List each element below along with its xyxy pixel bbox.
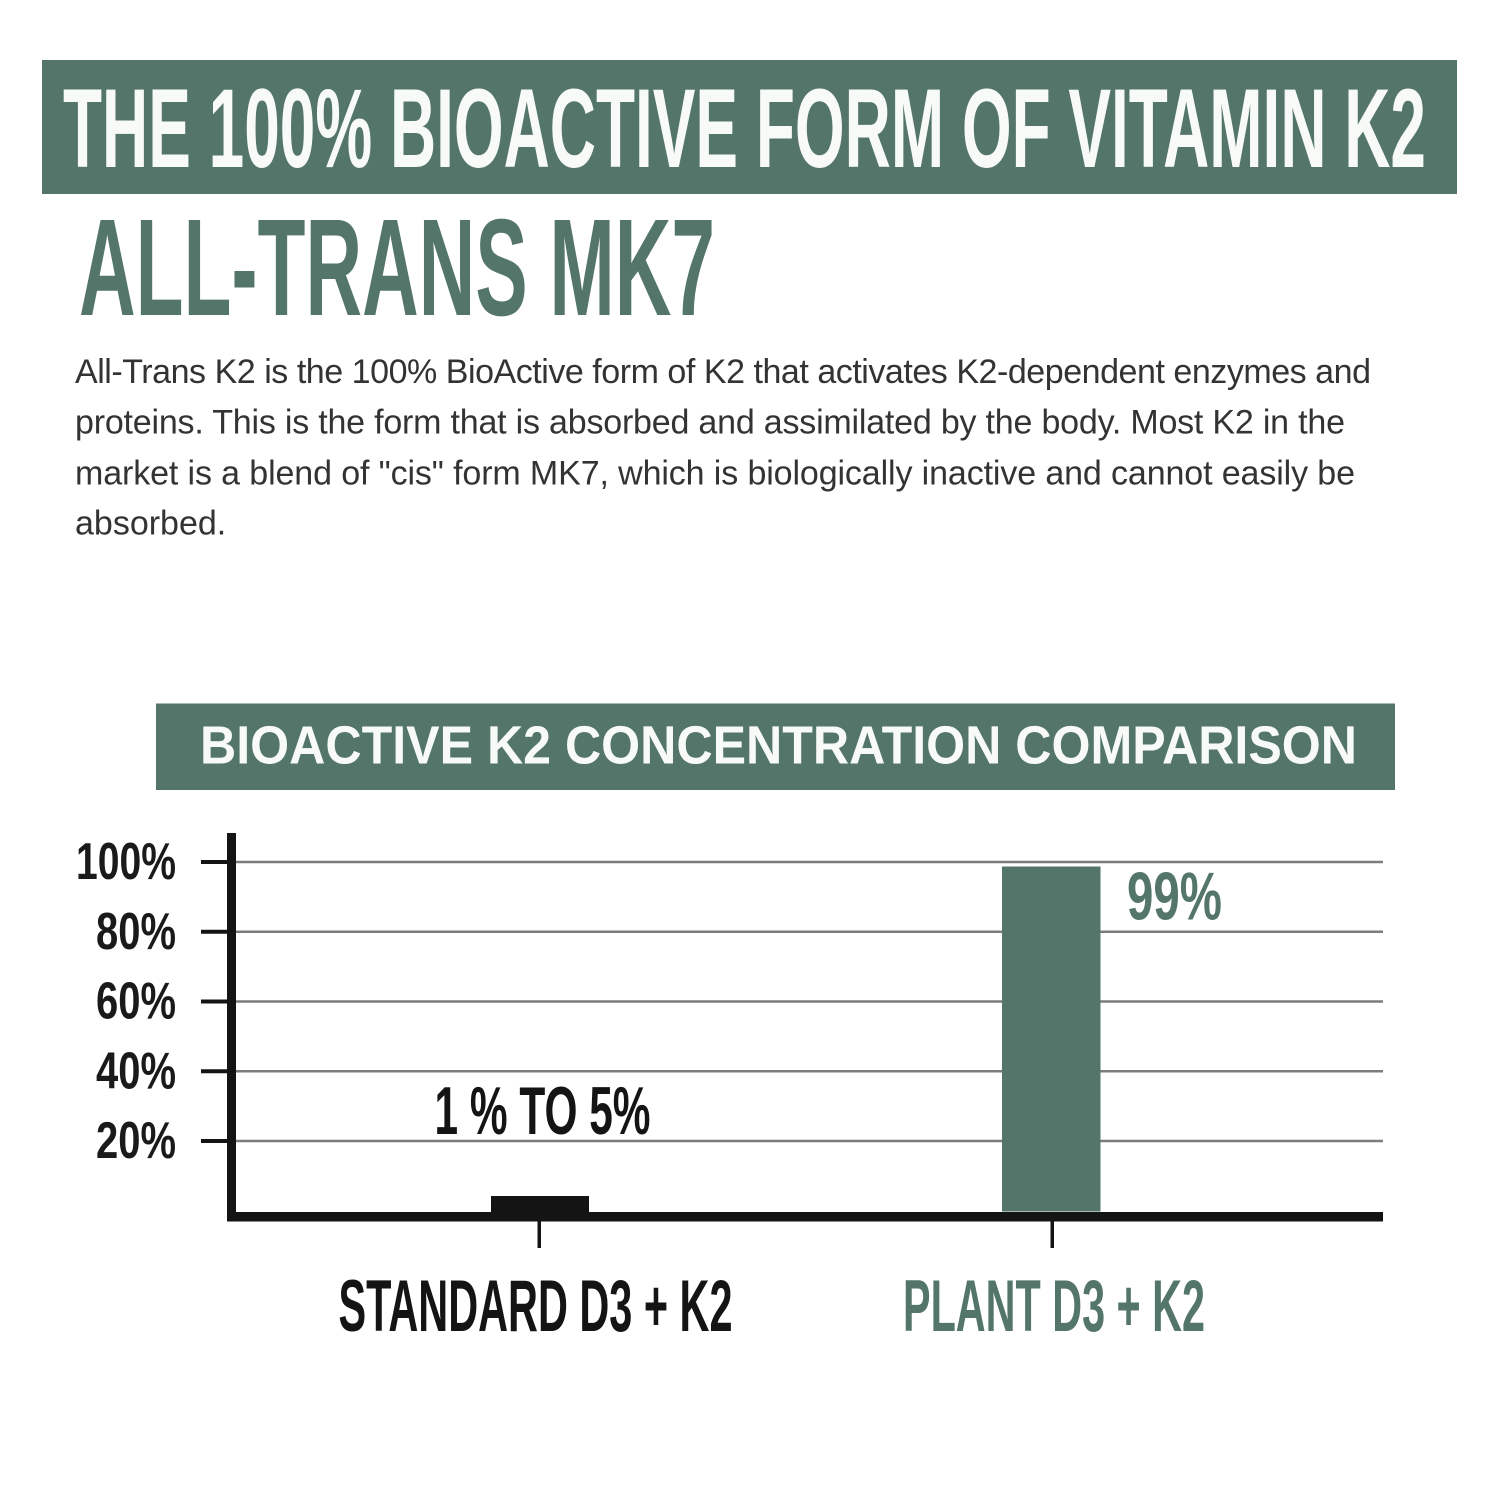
svg-text:60%: 60% [96, 973, 176, 1031]
svg-text:80%: 80% [96, 903, 176, 961]
svg-text:All-Trans K2 is the 100% BioAc: All-Trans K2 is the 100% BioActive form … [75, 353, 1371, 391]
svg-text:proteins. This is the form tha: proteins. This is the form that is absor… [75, 404, 1345, 442]
svg-text:1 % TO 5%: 1 % TO 5% [435, 1073, 651, 1149]
svg-text:STANDARD D3 + K2: STANDARD D3 + K2 [339, 1266, 733, 1347]
svg-text:100%: 100% [76, 833, 176, 891]
svg-text:99%: 99% [1127, 859, 1222, 935]
svg-text:market is a blend of "cis" for: market is a blend of "cis" form MK7, whi… [75, 455, 1355, 493]
svg-text:absorbed.: absorbed. [75, 505, 226, 543]
svg-text:THE 100% BIOACTIVE FORM OF VIT: THE 100% BIOACTIVE FORM OF VITAMIN K2 [63, 66, 1426, 191]
svg-text:20%: 20% [96, 1112, 176, 1170]
svg-text:BIOACTIVE K2 CONCENTRATION COM: BIOACTIVE K2 CONCENTRATION COMPARISON [200, 716, 1357, 776]
svg-text:40%: 40% [96, 1042, 176, 1100]
svg-text:PLANT D3 + K2: PLANT D3 + K2 [903, 1266, 1205, 1347]
svg-text:ALL-TRANS MK7: ALL-TRANS MK7 [79, 191, 715, 345]
